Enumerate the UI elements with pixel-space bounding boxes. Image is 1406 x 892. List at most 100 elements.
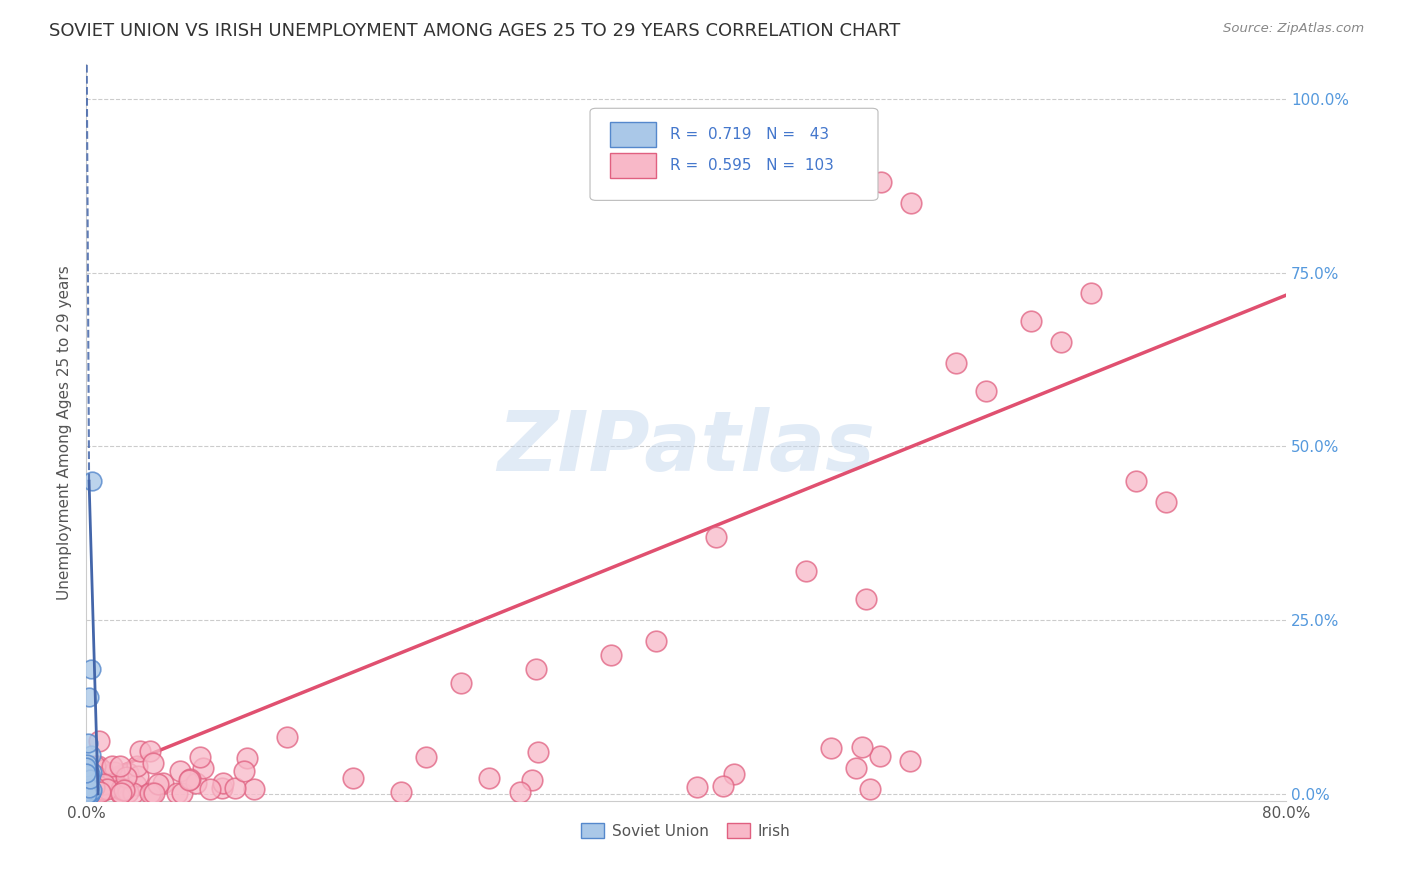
FancyBboxPatch shape xyxy=(591,108,877,201)
Point xyxy=(77,690,100,704)
Point xyxy=(169,764,191,779)
Point xyxy=(600,648,623,662)
Point xyxy=(76,787,98,801)
Point xyxy=(121,786,143,800)
Point xyxy=(855,592,877,607)
Point xyxy=(974,384,997,398)
Point xyxy=(898,754,921,768)
Point xyxy=(276,730,298,744)
Point xyxy=(1154,495,1177,509)
Point xyxy=(87,758,110,772)
Point xyxy=(141,786,163,800)
Point xyxy=(96,767,118,781)
Point xyxy=(110,783,132,797)
Point xyxy=(845,760,868,774)
Point xyxy=(211,781,233,796)
Point xyxy=(96,781,118,796)
Point xyxy=(82,774,104,789)
Point xyxy=(79,773,101,788)
Point xyxy=(97,777,120,791)
Point xyxy=(108,759,131,773)
Point xyxy=(75,786,97,800)
Point xyxy=(75,778,97,792)
Point xyxy=(75,779,97,793)
Point xyxy=(389,785,412,799)
Point xyxy=(77,770,100,784)
Point xyxy=(77,776,100,790)
Point xyxy=(75,784,97,798)
Point xyxy=(139,744,162,758)
Point xyxy=(87,779,110,793)
Point xyxy=(84,769,107,783)
Point xyxy=(76,787,98,801)
Bar xyxy=(610,122,657,147)
Point xyxy=(76,774,98,789)
Point xyxy=(233,764,256,779)
Point xyxy=(76,785,98,799)
Point xyxy=(115,771,138,785)
Point xyxy=(79,780,101,795)
Point xyxy=(93,782,115,797)
Point xyxy=(104,776,127,790)
Point xyxy=(127,759,149,773)
Point xyxy=(75,779,97,793)
Point xyxy=(83,780,105,795)
Point xyxy=(76,785,98,799)
Point xyxy=(93,780,115,794)
Point xyxy=(76,774,98,789)
Point xyxy=(1019,314,1042,328)
Point xyxy=(79,662,101,676)
Text: Source: ZipAtlas.com: Source: ZipAtlas.com xyxy=(1223,22,1364,36)
Point xyxy=(711,779,734,793)
Point xyxy=(127,769,149,783)
Point xyxy=(142,756,165,770)
Point xyxy=(76,760,98,774)
Point xyxy=(76,780,98,795)
Point xyxy=(77,768,100,782)
Point xyxy=(75,766,97,780)
Point xyxy=(80,780,103,794)
Point xyxy=(79,787,101,801)
Point xyxy=(77,770,100,784)
Point xyxy=(110,781,132,796)
Point xyxy=(80,784,103,798)
Point xyxy=(76,783,98,797)
Point xyxy=(79,782,101,797)
Point xyxy=(117,785,139,799)
Point xyxy=(91,783,114,797)
Point xyxy=(509,784,531,798)
Point xyxy=(1125,474,1147,488)
Point xyxy=(749,127,772,141)
Point xyxy=(851,740,873,755)
Point xyxy=(112,783,135,797)
Point xyxy=(526,745,548,759)
Point xyxy=(83,785,105,799)
Point xyxy=(859,782,882,797)
Point xyxy=(79,767,101,781)
Point xyxy=(179,772,201,787)
Point xyxy=(76,779,98,793)
Point xyxy=(522,772,544,787)
Point xyxy=(76,786,98,800)
Point xyxy=(80,781,103,796)
Text: R =  0.719   N =   43: R = 0.719 N = 43 xyxy=(671,127,830,142)
Point xyxy=(143,786,166,800)
Point xyxy=(79,770,101,784)
Point xyxy=(945,356,967,370)
Point xyxy=(83,759,105,773)
Point xyxy=(77,785,100,799)
Point xyxy=(128,744,150,758)
Point xyxy=(75,775,97,789)
Point xyxy=(191,761,214,775)
Point xyxy=(117,765,139,780)
Point xyxy=(224,781,246,796)
Point xyxy=(79,785,101,799)
Point xyxy=(184,775,207,789)
Point xyxy=(146,777,169,791)
Legend: Soviet Union, Irish: Soviet Union, Irish xyxy=(575,816,797,845)
Point xyxy=(1080,286,1102,301)
Point xyxy=(1050,335,1073,350)
Point xyxy=(76,772,98,787)
Point xyxy=(243,781,266,796)
Point xyxy=(170,786,193,800)
